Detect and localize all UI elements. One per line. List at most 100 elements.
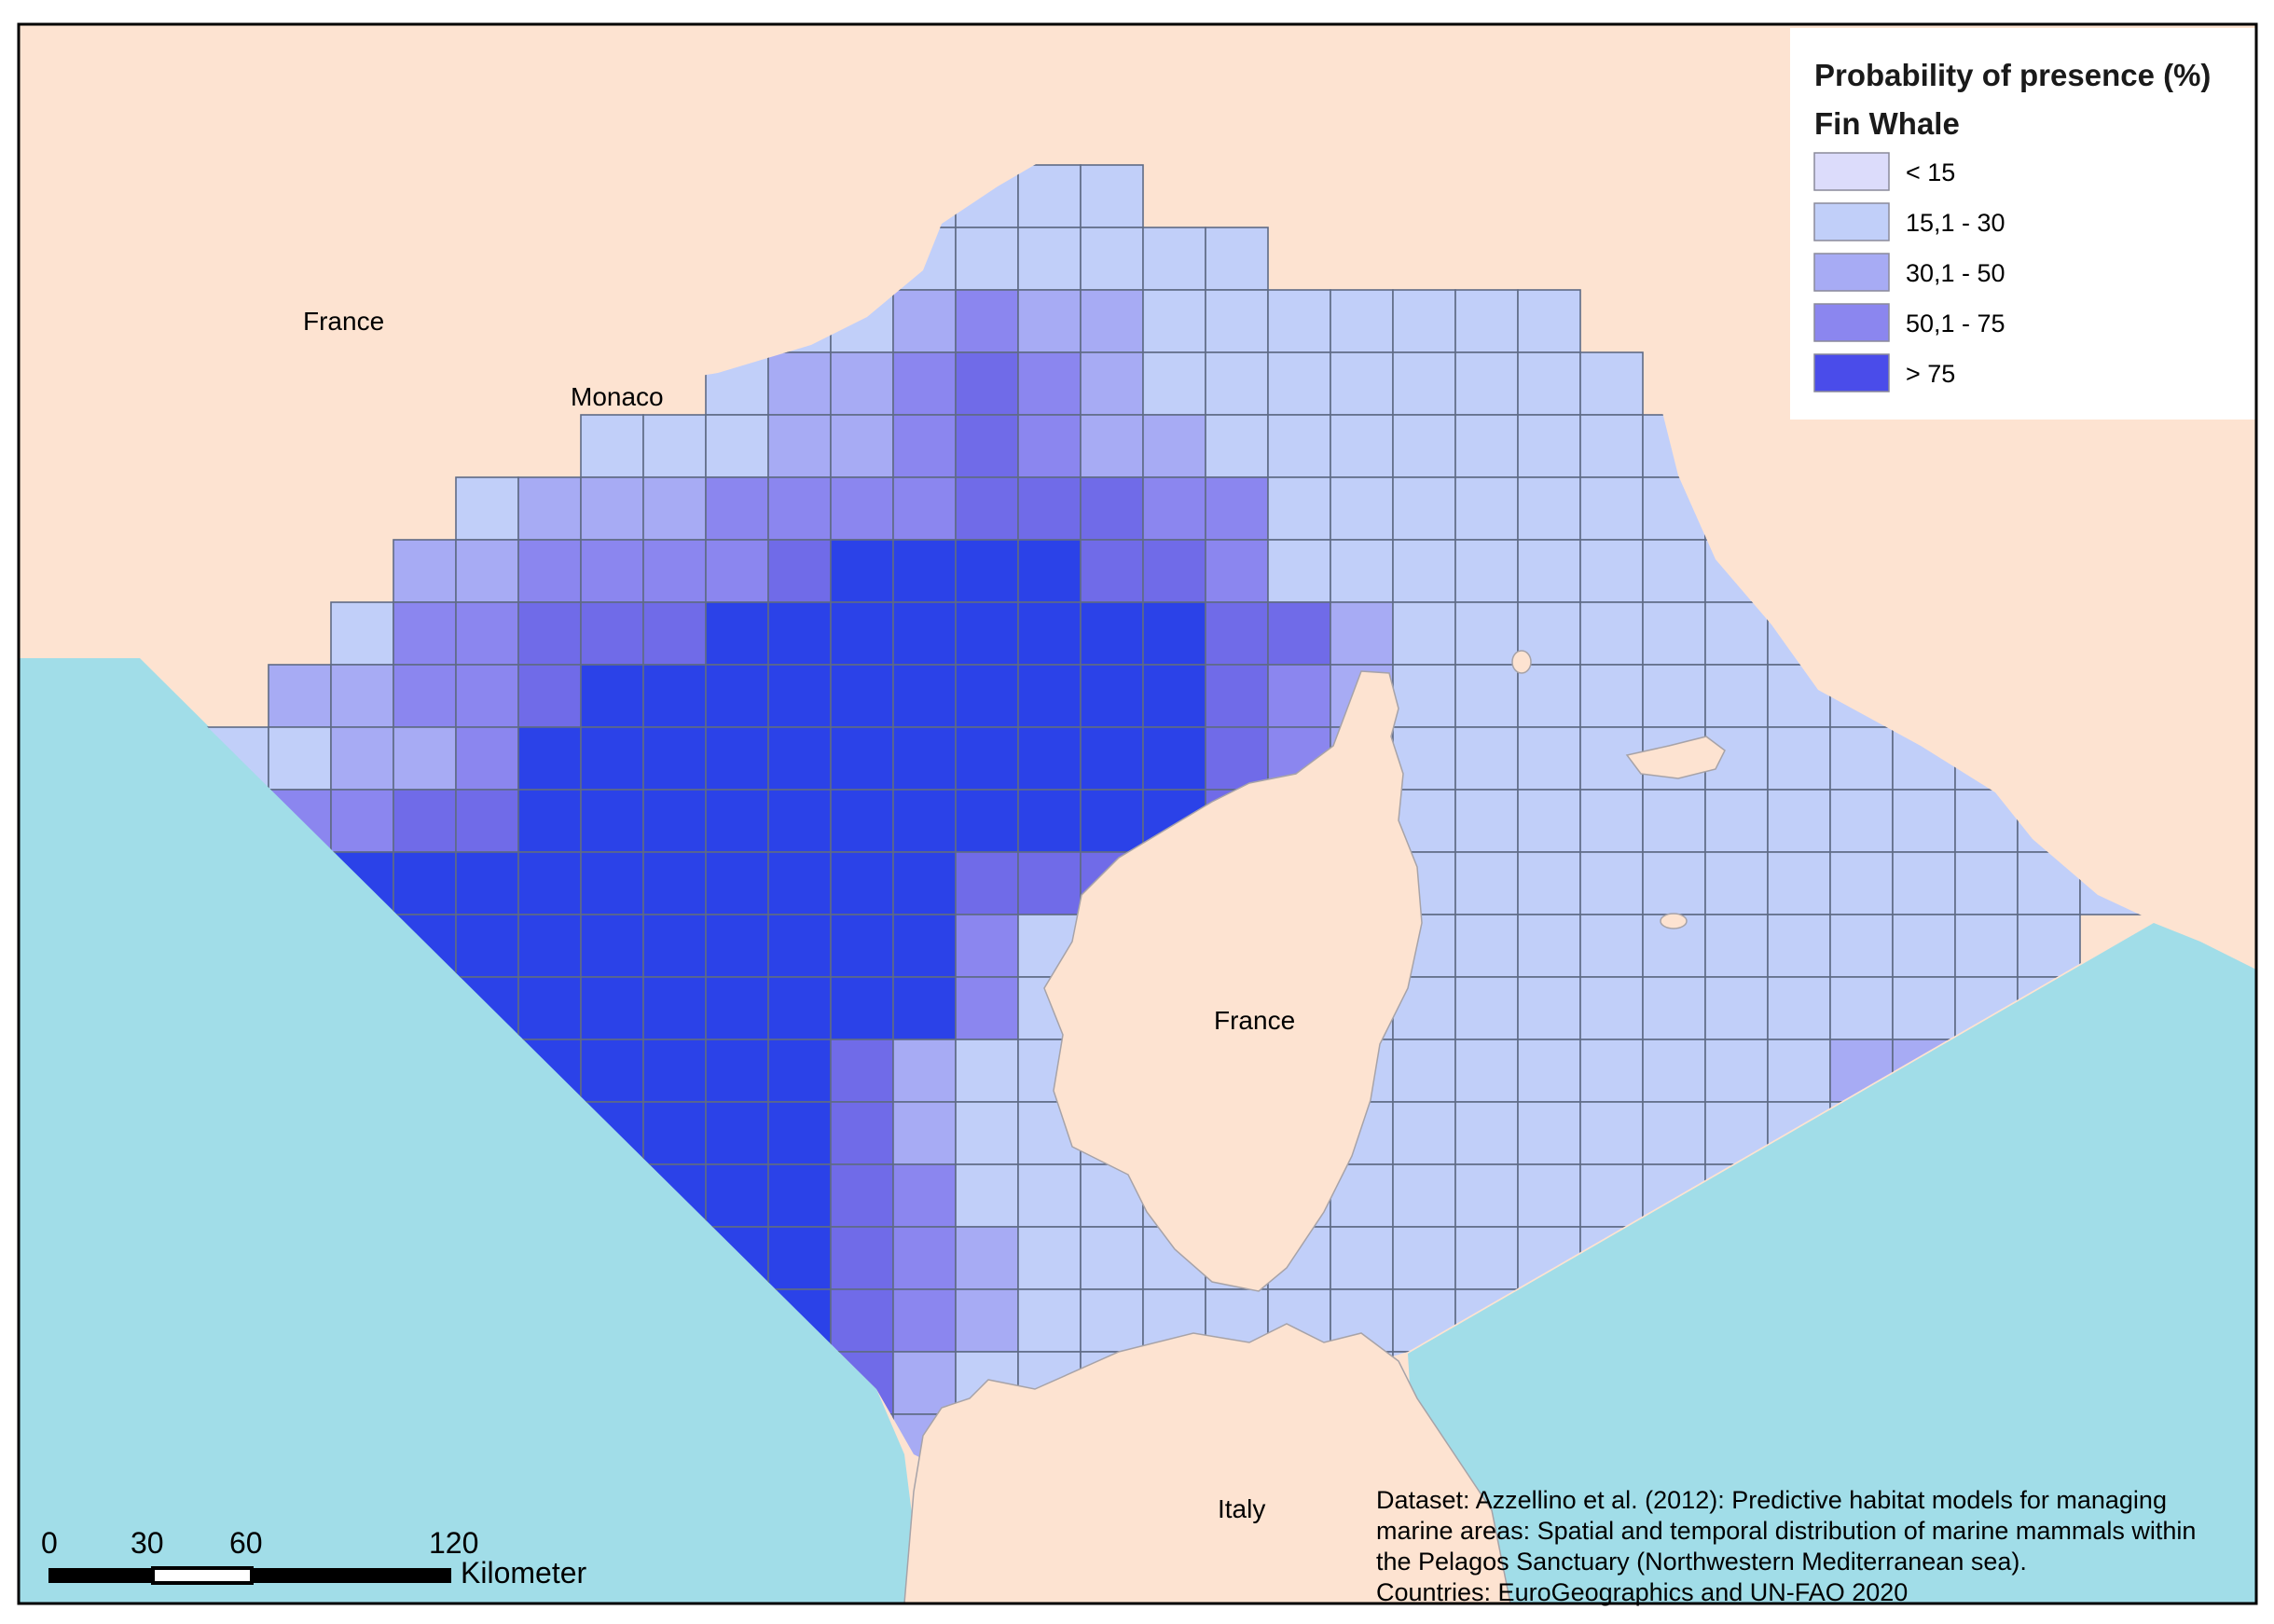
grid-cell [892,476,957,541]
credit-line-1: Dataset: Azzellino et al. (2012): Predic… [1376,1486,2167,1514]
grid-cell [1205,664,1269,728]
map-border [17,22,2258,1605]
grid-cell [1579,351,1644,416]
grid-cell [1330,539,1394,603]
grid-cell [642,476,707,541]
grid-cell [955,851,1019,915]
grid-cell [1829,789,1894,853]
grid-cell [517,664,582,728]
grid-cell [1579,1039,1644,1103]
grid-cell [580,1039,644,1103]
grid-cell [830,1288,894,1353]
grid-cell [580,976,644,1040]
grid-cell [955,351,1019,416]
grid-cell [955,1288,1019,1353]
grid-cell [767,1101,832,1165]
grid-cell [1517,351,1581,416]
grid-cell [1704,851,1769,915]
grid-cell [1642,539,1706,603]
grid-cell [1205,351,1269,416]
grid-cell [767,476,832,541]
grid-cell [1642,851,1706,915]
grid-cell [1954,914,2019,978]
grid-cell [1080,164,1144,228]
grid-cell [1267,539,1331,603]
credits-block: Dataset: Azzellino et al. (2012): Predic… [1376,1486,2196,1606]
grid-cell [767,539,832,603]
grid-cell [705,726,769,791]
grid-cell [642,539,707,603]
grid-cell [892,1288,957,1353]
grid-cell [1142,664,1206,728]
grid-cell [1017,1288,1082,1353]
grid-cell [705,476,769,541]
grid-cell [455,601,519,666]
grid-cell [1017,601,1082,666]
scale-tick-120: 120 [429,1526,478,1560]
grid-cell [955,1039,1019,1103]
grid-cell [1767,851,1831,915]
grid-cell [892,539,957,603]
credit-line-4: Countries: EuroGeographics and UN-FAO 20… [1376,1578,1908,1606]
grid-cell [1080,351,1144,416]
grid-cell [1642,976,1706,1040]
grid-cell [1454,601,1519,666]
grid-cell [1517,414,1581,478]
grid-cell [767,976,832,1040]
grid-cell [1017,851,1082,915]
grid-cell [1454,1163,1519,1228]
grid-cell [1080,476,1144,541]
grid-cell [1017,289,1082,353]
grid-cell [1330,414,1394,478]
grid-cell [1517,1101,1581,1165]
grid-cell [1579,664,1644,728]
grid-cell [1330,351,1394,416]
grid-cell [1829,726,1894,791]
grid-cell [330,601,394,666]
grid-cell [517,976,582,1040]
grid-cell [830,1226,894,1290]
grid-cell [955,914,1019,978]
grid-cell [830,976,894,1040]
grid-cell [455,539,519,603]
grid-cell [393,726,457,791]
grid-cell [330,726,394,791]
grid-cell [1330,476,1394,541]
grid-cell [642,664,707,728]
grid-cell [1392,476,1456,541]
scale-tick-60: 60 [229,1526,263,1560]
grid-cell [705,1039,769,1103]
grid-cell [580,789,644,853]
grid-cell [642,726,707,791]
grid-cell [892,726,957,791]
grid-cell [1267,351,1331,416]
grid-cell [705,414,769,478]
scale-segment-3 [252,1568,451,1583]
grid-cell [705,664,769,728]
grid-cell [892,601,957,666]
grid-cell [767,664,832,728]
grid-cell [892,289,957,353]
grid-cell [955,289,1019,353]
grid-cell [1392,351,1456,416]
grid-cell [892,789,957,853]
grid-cell [1642,1101,1706,1165]
grid-cell [1017,539,1082,603]
grid-cell [830,539,894,603]
grid-cell [1392,1163,1456,1228]
grid-cell [1080,539,1144,603]
scale-unit: Kilometer [461,1556,587,1590]
grid-cell [517,914,582,978]
grid-cell [1142,289,1206,353]
grid-cell [955,789,1019,853]
grid-cell [955,1101,1019,1165]
grid-cell [1205,539,1269,603]
grid-cell [1642,1039,1706,1103]
grid-cell [1642,601,1706,666]
grid-cell [955,1226,1019,1290]
grid-cell [1017,1226,1082,1290]
grid-cell [705,851,769,915]
grid-cell [1517,726,1581,791]
grid-cell [767,351,832,416]
